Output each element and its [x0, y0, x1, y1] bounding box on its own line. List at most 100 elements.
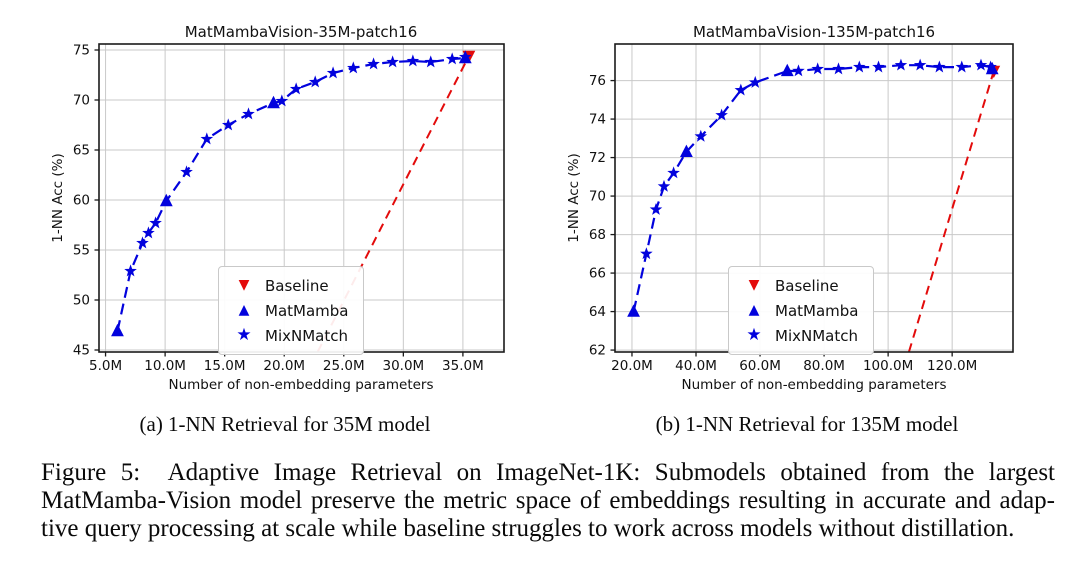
star-marker — [180, 165, 193, 178]
baseline-dashed-line — [907, 70, 995, 353]
x-tick-label: 60.0M — [739, 358, 781, 374]
star-marker — [406, 54, 420, 67]
legend-label: MixNMatch — [265, 326, 348, 345]
legend-label: MixNMatch — [775, 326, 858, 345]
legend-row-matmamba: ▲ MatMamba — [231, 298, 353, 323]
star-marker — [640, 247, 653, 260]
x-tick-label: 25.0M — [323, 358, 365, 374]
y-tick-label: 75 — [73, 43, 90, 59]
y-tick-label: 64 — [589, 304, 606, 320]
triangle-up-marker — [111, 323, 124, 337]
star-marker — [974, 58, 988, 71]
legend-row-mixnmatch: ★ MixNMatch — [741, 323, 863, 348]
chart-a-y-axis-label: 1-NN Acc (%) — [50, 153, 66, 243]
x-tick-label: 80.0M — [803, 358, 845, 374]
star-marker — [221, 118, 235, 131]
chart-b-legend: ▼ Baseline ▲ MatMamba ★ MixNMatch — [728, 266, 874, 355]
triangle-up-marker — [267, 95, 280, 109]
y-tick-label: 50 — [73, 293, 90, 309]
star-marker — [424, 55, 438, 68]
x-tick-label: 35.0M — [442, 358, 484, 374]
triangle-up-marker — [680, 144, 693, 157]
star-marker — [367, 57, 380, 70]
star-marker — [347, 61, 360, 74]
triangle-up-marker — [627, 304, 640, 317]
y-tick-label: 62 — [589, 343, 606, 359]
figure-caption: Figure 5: Adaptive Image Retrieval on Im… — [41, 459, 1055, 543]
y-tick-label: 76 — [589, 73, 606, 89]
star-marker — [734, 83, 748, 96]
y-tick-label: 70 — [589, 189, 606, 205]
x-tick-label: 30.0M — [382, 358, 424, 374]
subcaption-b: (b) 1-NN Retrieval for 135M model — [655, 412, 959, 436]
x-tick-label: 100.0M — [863, 358, 913, 374]
legend-label: MatMamba — [775, 301, 859, 320]
legend-row-baseline: ▼ Baseline — [231, 273, 353, 298]
caption-line: MatMamba-Vision model preserve the metri… — [41, 487, 1055, 514]
star-marker — [894, 58, 908, 71]
star-marker — [832, 62, 845, 75]
star-marker — [667, 166, 680, 179]
x-tick-label: 20.0M — [611, 358, 653, 374]
star-icon: ★ — [746, 325, 762, 345]
x-tick-label: 15.0M — [204, 358, 246, 374]
chart-a-x-axis-label: Number of non-embedding parameters — [168, 377, 434, 393]
star-marker — [326, 66, 340, 79]
star-marker — [200, 132, 214, 145]
y-tick-label: 60 — [73, 193, 90, 209]
star-marker — [955, 60, 969, 73]
legend-label: Baseline — [775, 276, 839, 295]
triangle-up-icon: ▲ — [748, 302, 760, 318]
star-marker — [984, 60, 997, 73]
star-marker — [142, 226, 155, 239]
y-tick-label: 74 — [589, 112, 606, 128]
star-marker — [872, 60, 885, 73]
star-marker — [748, 75, 762, 88]
y-tick-label: 70 — [73, 93, 90, 109]
triangle-down-icon: ▼ — [238, 277, 250, 293]
y-tick-label: 65 — [73, 143, 90, 159]
triangle-down-icon: ▼ — [748, 277, 760, 293]
star-marker — [445, 52, 459, 65]
triangle-up-icon: ▲ — [238, 302, 250, 318]
star-marker — [649, 202, 663, 215]
legend-row-mixnmatch: ★ MixNMatch — [231, 323, 353, 348]
caption-line: Figure 5: Adaptive Image Retrieval on Im… — [41, 459, 1055, 486]
triangle-up-marker — [159, 193, 173, 207]
legend-row-baseline: ▼ Baseline — [741, 273, 863, 298]
x-tick-label: 120.0M — [927, 358, 977, 374]
legend-label: Baseline — [265, 276, 329, 295]
star-marker — [657, 179, 671, 192]
star-marker — [308, 75, 322, 88]
y-tick-label: 66 — [589, 266, 606, 282]
star-marker — [811, 62, 824, 75]
chart-b-y-axis-label: 1-NN Acc (%) — [566, 153, 582, 243]
chart-a-legend: ▼ Baseline ▲ MatMamba ★ MixNMatch — [218, 266, 364, 355]
star-marker — [136, 236, 149, 249]
star-marker — [459, 50, 472, 63]
star-marker — [913, 58, 927, 71]
star-marker — [289, 82, 303, 95]
charts-canvas: 5.0M 10.0M 15.0M 20.0M 25.0M 30.0M 35.0M 45 50 55… — [73, 43, 1014, 374]
star-marker — [124, 264, 137, 277]
star-marker — [694, 129, 708, 142]
baseline-dashed-line — [316, 55, 470, 353]
star-marker — [242, 107, 255, 120]
star-marker — [149, 216, 162, 229]
y-tick-label: 45 — [73, 343, 90, 359]
star-marker — [715, 108, 728, 121]
y-tick-label: 72 — [589, 150, 606, 166]
x-tick-label: 40.0M — [675, 358, 717, 374]
y-tick-label: 68 — [589, 227, 606, 243]
caption-line: tive query processing at scale while bas… — [41, 515, 1015, 542]
chart-a-title: MatMambaVision-35M-patch16 — [184, 23, 418, 41]
x-tick-label: 5.0M — [89, 358, 122, 374]
star-marker — [275, 94, 289, 107]
chart-b-x-axis-label: Number of non-embedding parameters — [681, 377, 947, 393]
subcaption-a: (a) 1-NN Retrieval for 35M model — [139, 412, 431, 436]
legend-row-matmamba: ▲ MatMamba — [741, 298, 863, 323]
star-marker — [792, 64, 805, 77]
star-marker — [853, 60, 866, 73]
x-tick-label: 10.0M — [144, 358, 186, 374]
